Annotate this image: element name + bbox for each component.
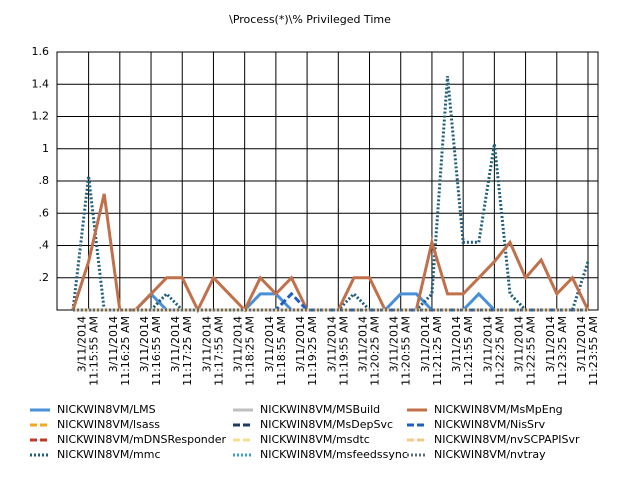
- x-tick-label: 3/11/201411:18:55 AM: [263, 316, 288, 386]
- x-tick-label: 3/11/201411:22:55 AM: [513, 316, 538, 386]
- x-tick-label: 3/11/201411:23:25 AM: [544, 316, 569, 386]
- x-tick-label: 3/11/201411:16:25 AM: [107, 316, 132, 386]
- x-tick-label: 3/11/201411:17:55 AM: [200, 316, 225, 386]
- y-tick-label: 1.6: [32, 45, 50, 58]
- x-tick-label: 3/11/201411:22:25 AM: [481, 316, 506, 386]
- x-tick-label: 3/11/201411:23:55 AM: [575, 316, 600, 386]
- x-tick-label: 3/11/201411:21:55 AM: [450, 316, 475, 386]
- legend-label: NICKWIN8VM/NisSrv: [434, 418, 546, 431]
- y-tick-label: 1.2: [32, 110, 50, 123]
- legend-label: NICKWIN8VM/msdtc: [260, 433, 370, 446]
- y-tick-label: .4: [39, 239, 50, 252]
- legend-label: NICKWIN8VM/lsass: [57, 418, 160, 431]
- legend-label: NICKWIN8VM/mmc: [57, 448, 161, 461]
- y-tick-label: 1: [42, 142, 49, 155]
- chart-title: \Process(*)\% Privileged Time: [229, 13, 391, 26]
- x-tick-label: 3/11/201411:18:25 AM: [232, 316, 257, 386]
- x-tick-label: 3/11/201411:17:25 AM: [169, 316, 194, 386]
- x-tick-label: 3/11/201411:15:55 AM: [76, 316, 101, 386]
- y-tick-label: .6: [39, 206, 50, 219]
- x-tick-label: 3/11/201411:19:25 AM: [294, 316, 319, 386]
- x-tick-label: 3/11/201411:20:25 AM: [357, 316, 382, 386]
- legend-label: NICKWIN8VM/MsDepSvc: [260, 418, 393, 431]
- x-tick-label: 3/11/201411:20:55 AM: [388, 316, 413, 386]
- y-tick-label: 1.4: [32, 77, 50, 90]
- y-tick-label: .2: [39, 271, 50, 284]
- legend-label: NICKWIN8VM/MsMpEng: [434, 403, 563, 416]
- legend-label: NICKWIN8VM/nvSCPAPISvr: [434, 433, 580, 446]
- x-tick-label: 3/11/201411:19:55 AM: [325, 316, 350, 386]
- legend-label: NICKWIN8VM/LMS: [57, 403, 156, 416]
- x-tick-label: 3/11/201411:16:55 AM: [138, 316, 163, 386]
- y-tick-label: .8: [39, 174, 50, 187]
- legend-label: NICKWIN8VM/nvtray: [434, 448, 546, 461]
- legend-label: NICKWIN8VM/msfeedssync: [260, 448, 408, 461]
- x-tick-label: 3/11/201411:21:25 AM: [419, 316, 444, 386]
- series-line: [71, 76, 590, 312]
- legend-label: NICKWIN8VM/mDNSResponder: [57, 433, 227, 446]
- legend-label: NICKWIN8VM/MSBuild: [260, 403, 380, 416]
